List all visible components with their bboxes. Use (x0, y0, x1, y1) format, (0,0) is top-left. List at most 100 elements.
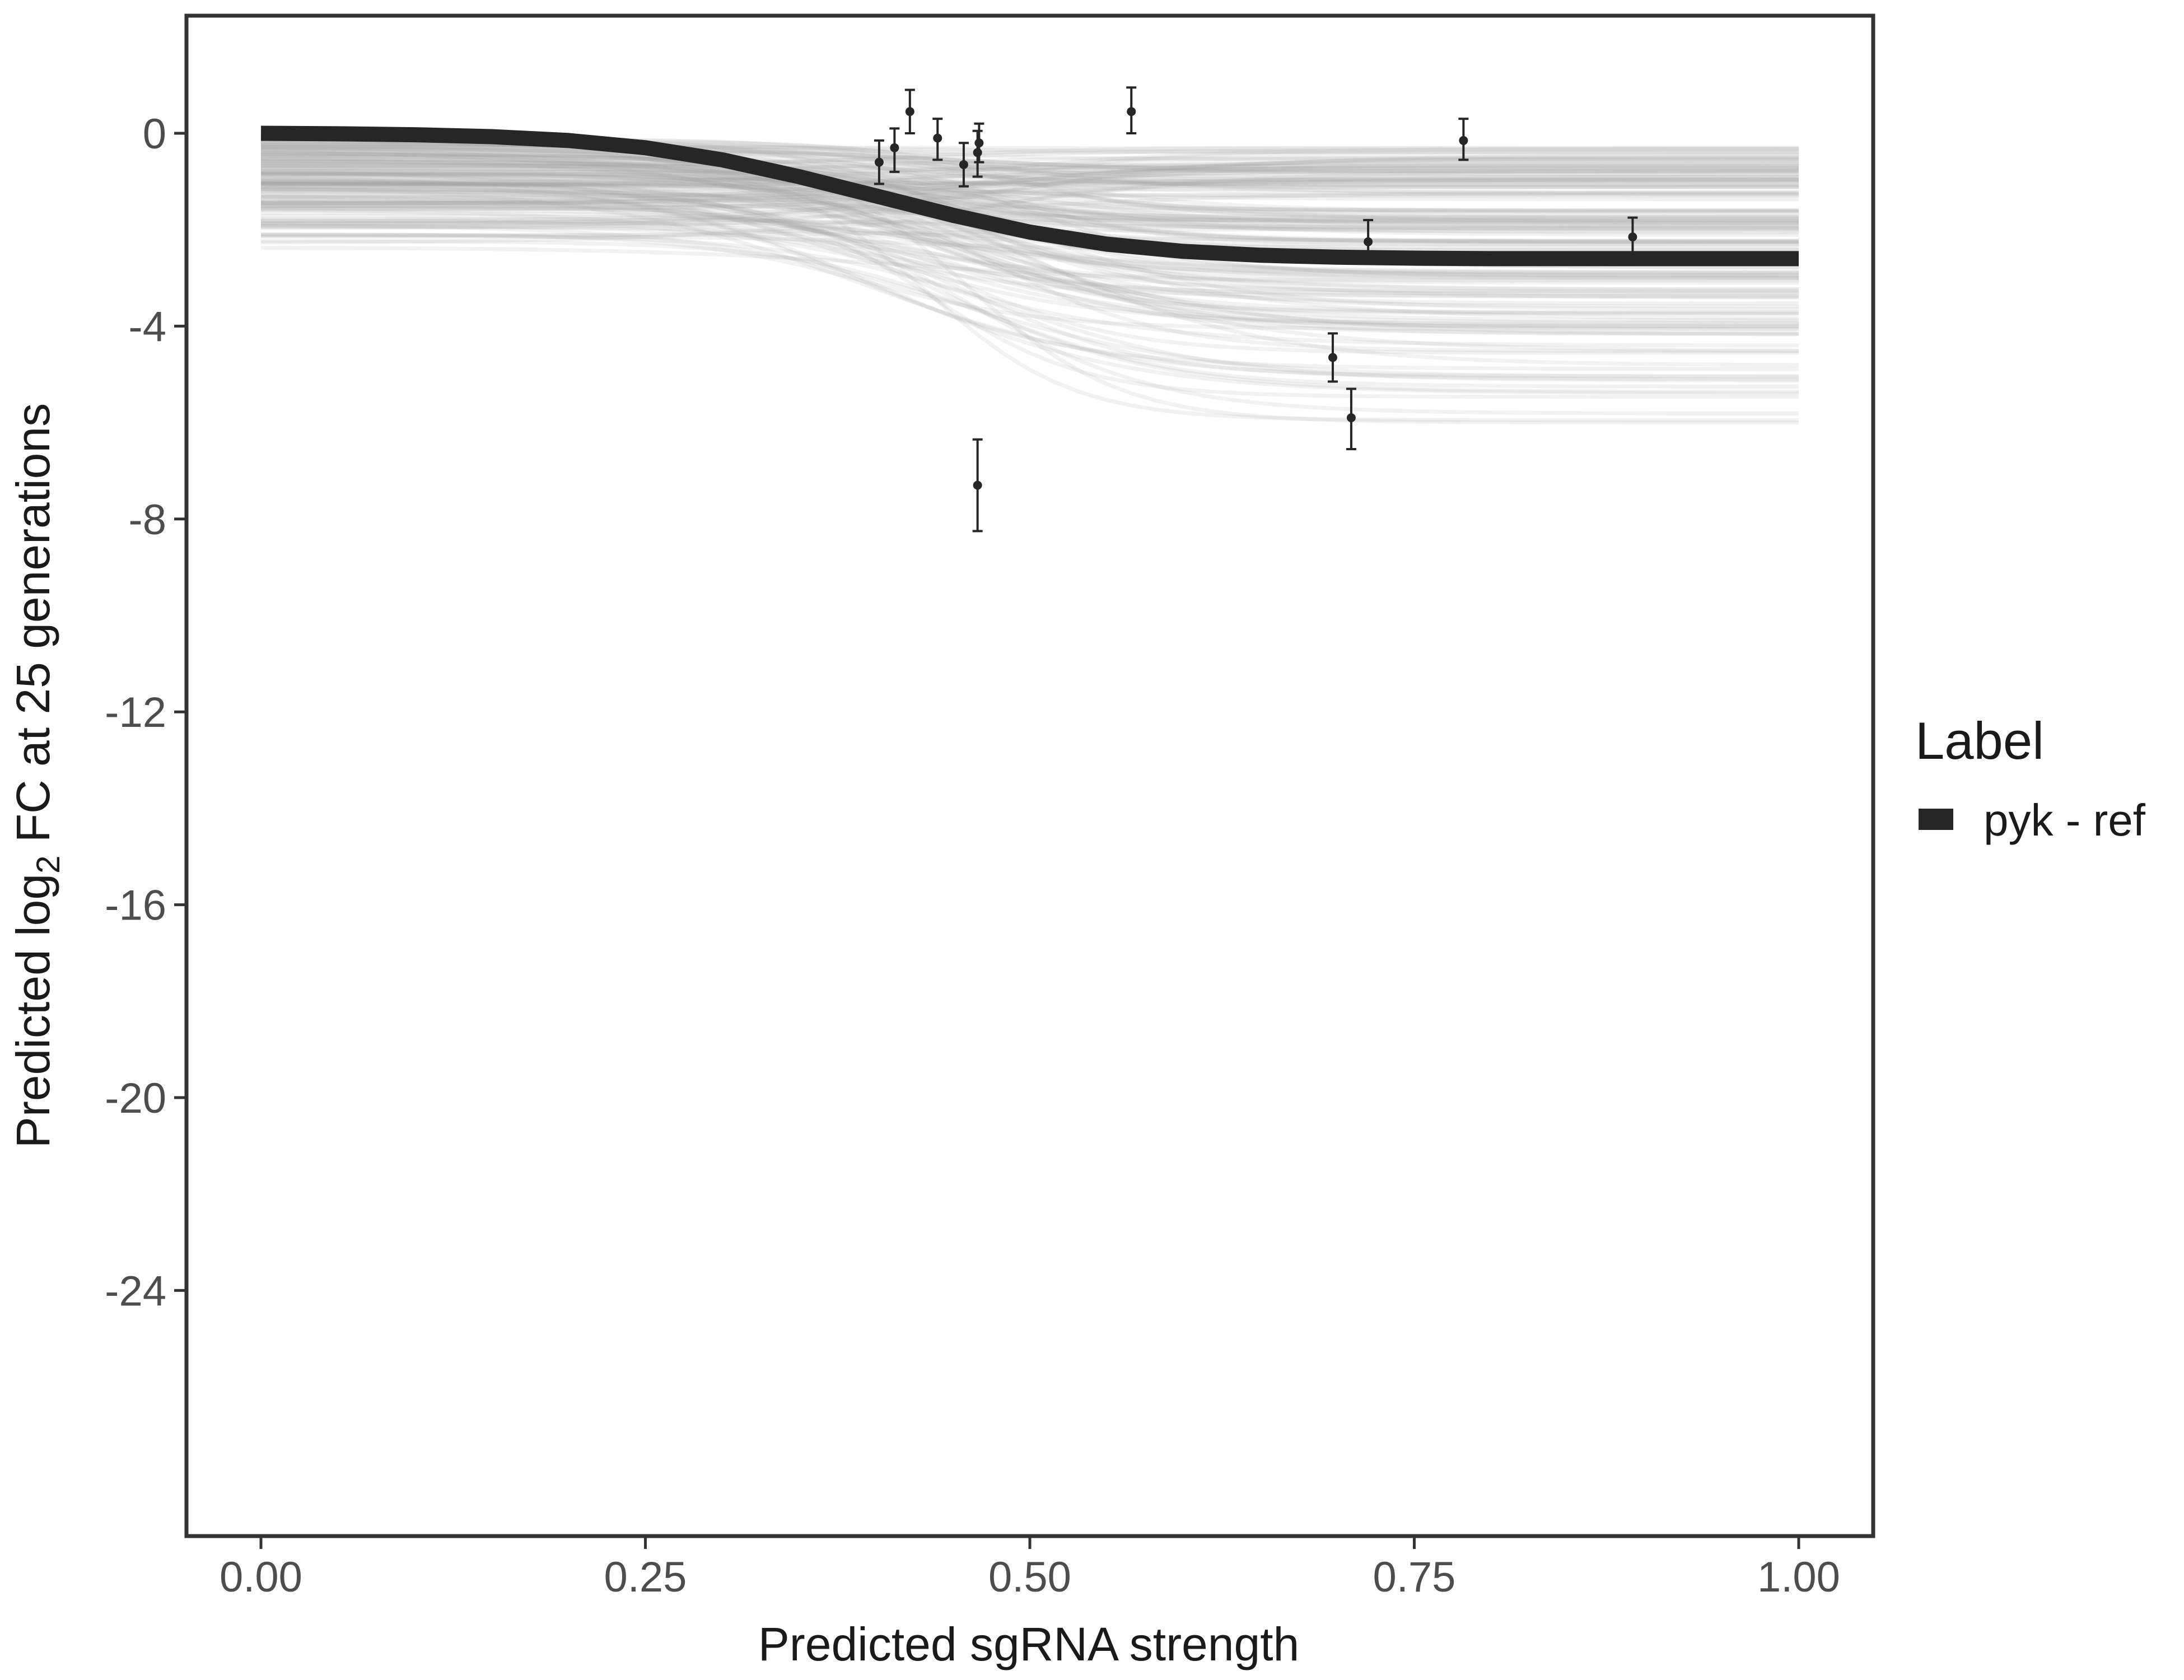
posterior-draws (260, 136, 1799, 424)
y-axis-title-prefix: Predicted log (7, 874, 59, 1148)
posterior-draw-line (260, 148, 1799, 353)
posterior-draw-line (261, 235, 1799, 252)
data-point (1327, 332, 1338, 383)
posterior-draw-line (261, 166, 1799, 218)
posterior-draw-line (260, 157, 1799, 228)
posterior-draw-line (261, 189, 1799, 399)
posterior-draw-line (261, 153, 1799, 188)
legend: Label pyk - ref (1915, 711, 2146, 845)
posterior-draw-line (261, 218, 1799, 378)
posterior-draw-line (261, 160, 1799, 353)
posterior-draw-line (260, 194, 1799, 328)
posterior-draw-line (260, 172, 1799, 213)
point-marker (933, 133, 942, 143)
y-tick-label: -12 (105, 689, 166, 736)
posterior-draw-line (260, 223, 1799, 379)
data-points (874, 86, 1638, 533)
point-marker (973, 148, 982, 157)
posterior-draw-line (261, 164, 1799, 170)
posterior-draw-line (260, 162, 1799, 226)
posterior-draw-line (260, 169, 1799, 245)
data-point (972, 438, 983, 533)
posterior-draw-line (260, 155, 1799, 189)
posterior-draw-line (261, 160, 1799, 422)
posterior-draw-line (261, 144, 1799, 154)
posterior-draw-line (260, 208, 1799, 299)
posterior-draw-line (260, 176, 1799, 395)
y-tick-label: -4 (128, 303, 166, 351)
posterior-draw-line (261, 232, 1799, 331)
data-point (1363, 218, 1374, 263)
posterior-draw-line (260, 176, 1799, 281)
posterior-draw-line (261, 181, 1799, 329)
x-axis-title: Predicted sgRNA strength (758, 1618, 1300, 1670)
posterior-draw-line (261, 155, 1799, 244)
posterior-draw-line (261, 152, 1799, 246)
posterior-draw-line (261, 175, 1799, 206)
posterior-draw-line (260, 147, 1799, 233)
point-marker (1628, 232, 1637, 242)
posterior-draw-line (260, 204, 1799, 283)
legend-label-pyk-ref: pyk - ref (1984, 795, 2146, 845)
data-point (974, 122, 984, 164)
posterior-draw-line (261, 166, 1799, 183)
posterior-draw-line (260, 151, 1799, 316)
posterior-draw-line (260, 186, 1799, 381)
posterior-draw-line (260, 150, 1799, 300)
y-tick-label: -16 (105, 882, 166, 930)
posterior-draw-line (261, 161, 1799, 189)
x-axis: 0.00 0.25 0.50 0.75 1.00 (220, 1538, 1840, 1601)
posterior-draw-line (261, 190, 1799, 226)
posterior-draw-line (261, 185, 1799, 199)
posterior-draw-line (261, 151, 1799, 211)
posterior-draw-line (260, 157, 1799, 244)
posterior-draw-line (260, 156, 1799, 225)
point-marker (959, 160, 968, 169)
posterior-draw-line (261, 164, 1799, 174)
data-point (1346, 388, 1356, 450)
posterior-draw-line (261, 156, 1799, 175)
posterior-draw-line (260, 218, 1799, 298)
posterior-draw-line (260, 223, 1799, 295)
posterior-draw-line (260, 162, 1799, 213)
posterior-draw-line (261, 166, 1799, 182)
posterior-draw-line (261, 171, 1799, 198)
posterior-draw-line (261, 180, 1799, 292)
point-marker (1328, 353, 1337, 362)
x-tick-label: 0.75 (1373, 1553, 1456, 1601)
point-marker (1346, 413, 1356, 422)
y-tick-label: -20 (105, 1075, 166, 1122)
x-tick-label: 0.00 (220, 1553, 302, 1601)
posterior-draw-line (261, 147, 1799, 167)
posterior-draw-line (260, 181, 1799, 309)
posterior-draw-line (260, 198, 1799, 274)
posterior-draw-line (260, 158, 1799, 277)
posterior-draw-line (261, 177, 1799, 189)
y-axis: 0 -4 -8 -12 -16 -20 -24 (105, 110, 185, 1315)
posterior-draw-line (261, 178, 1799, 237)
posterior-draw-line (260, 195, 1799, 275)
posterior-draw-line (261, 193, 1799, 203)
posterior-draw-line (261, 181, 1799, 227)
point-marker (1127, 107, 1136, 116)
posterior-draw-line (260, 161, 1799, 192)
posterior-draw-line (260, 239, 1799, 389)
posterior-draw-line (260, 204, 1799, 355)
y-tick-label: -8 (128, 496, 166, 544)
posterior-draw-line (260, 171, 1799, 394)
x-tick-label: 0.25 (604, 1553, 687, 1601)
posterior-draw-line (261, 146, 1799, 168)
posterior-draw-line (261, 180, 1799, 245)
posterior-draw-line (261, 166, 1799, 207)
posterior-draw-line (261, 195, 1799, 223)
posterior-draw-line (261, 145, 1799, 151)
posterior-draw-line (261, 163, 1799, 188)
posterior-draw-line (260, 178, 1799, 329)
y-axis-title: Predicted log2 FC at 25 generations (7, 403, 67, 1148)
point-marker (973, 480, 982, 490)
plot-panel-border (184, 13, 1875, 1538)
data-point (1126, 86, 1137, 134)
posterior-draw-line (261, 148, 1799, 195)
posterior-draw-line (260, 169, 1799, 230)
